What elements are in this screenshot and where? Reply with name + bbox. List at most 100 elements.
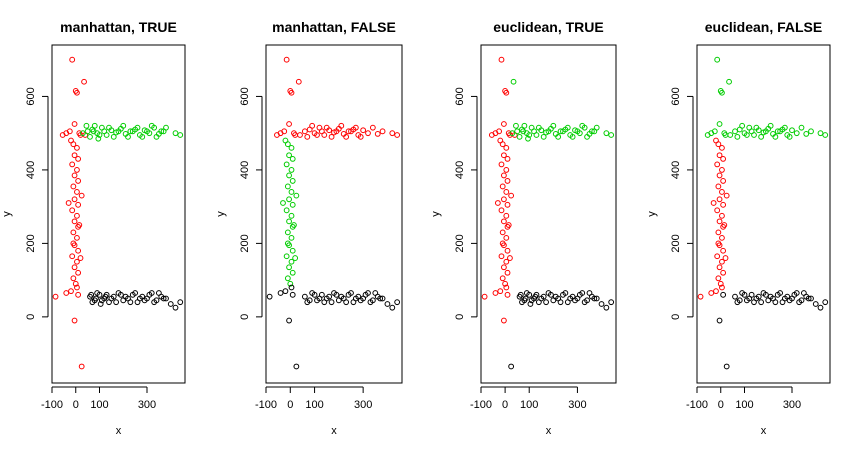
data-point [503, 258, 510, 265]
data-point [522, 295, 529, 302]
data-point [716, 264, 723, 271]
data-point [360, 127, 367, 134]
data-point [63, 290, 70, 296]
data-point [389, 304, 396, 311]
data-point [288, 89, 295, 96]
data-point [160, 295, 167, 302]
data-point [719, 167, 725, 173]
data-point [59, 132, 66, 138]
data-point [557, 299, 564, 306]
data-point [697, 293, 704, 300]
data-point [163, 295, 169, 302]
data-point [292, 255, 299, 261]
data-point [532, 293, 539, 300]
data-point [593, 295, 600, 302]
data-point [345, 128, 352, 135]
data-point [723, 192, 730, 199]
data-point [543, 299, 549, 306]
x-tick-label: -100 [41, 399, 63, 411]
data-point [288, 258, 295, 265]
series-1 [52, 56, 89, 370]
data-point [328, 133, 335, 140]
series-3 [508, 290, 615, 370]
data-point [494, 200, 501, 206]
data-point [297, 132, 303, 138]
data-point [377, 295, 384, 302]
data-point [367, 299, 374, 306]
data-point [503, 284, 510, 291]
data-point [716, 317, 723, 324]
data-point [75, 269, 82, 276]
data-point [74, 234, 80, 241]
data-point [98, 297, 105, 304]
data-point [540, 133, 547, 140]
data-point [504, 269, 511, 276]
data-point [501, 218, 507, 225]
data-point [69, 253, 76, 260]
data-point [488, 132, 495, 138]
data-point [739, 290, 746, 296]
data-point [172, 130, 179, 137]
series-2 [704, 56, 829, 140]
data-point [70, 240, 77, 247]
data-point [572, 297, 578, 304]
data-point [338, 293, 345, 300]
data-point [557, 128, 564, 135]
data-point [499, 240, 506, 247]
data-point [357, 297, 364, 304]
x-tick-label: 300 [354, 399, 372, 411]
data-point [304, 133, 311, 140]
y-tick-label: 0 [239, 314, 251, 320]
data-point [497, 137, 504, 144]
data-point [66, 128, 73, 135]
data-point [69, 161, 76, 168]
data-point [372, 290, 379, 296]
data-point [720, 178, 727, 184]
data-point [81, 78, 87, 85]
data-point [710, 200, 717, 206]
data-point [822, 132, 829, 138]
data-point [314, 132, 320, 138]
data-point [289, 291, 296, 298]
y-tick-label: 400 [25, 161, 37, 179]
data-point [720, 155, 727, 162]
x-axis-label: x [116, 425, 122, 437]
data-point [726, 78, 732, 85]
data-point [286, 218, 292, 225]
data-point [503, 234, 510, 241]
y-tick-label: 200 [670, 234, 682, 252]
data-point [71, 218, 78, 225]
data-point [75, 178, 82, 184]
data-point [72, 280, 79, 287]
data-point [550, 122, 557, 129]
data-point [117, 291, 124, 298]
data-point [501, 196, 507, 203]
data-point [323, 295, 330, 302]
data-point [75, 291, 82, 298]
data-point [76, 222, 83, 228]
data-point [723, 363, 730, 370]
y-axis-label: y [1, 211, 13, 217]
data-point [715, 229, 722, 236]
data-point [753, 295, 760, 302]
data-point [289, 155, 296, 162]
x-tick-label: 100 [305, 399, 323, 411]
data-point [498, 253, 505, 260]
data-point [714, 161, 721, 168]
data-point [504, 178, 511, 184]
y-tick-label: 600 [454, 87, 466, 105]
data-point [791, 291, 798, 298]
data-point [812, 301, 819, 307]
x-tick-label: 0 [287, 399, 293, 411]
data-point [748, 128, 755, 135]
data-point [167, 301, 174, 307]
data-point [136, 295, 143, 302]
data-point [496, 128, 502, 135]
data-point [739, 122, 746, 129]
data-point [734, 299, 741, 306]
data-point [798, 124, 805, 131]
data-point [586, 290, 593, 296]
data-point [508, 363, 515, 370]
data-point [71, 121, 78, 127]
data-point [528, 297, 535, 304]
